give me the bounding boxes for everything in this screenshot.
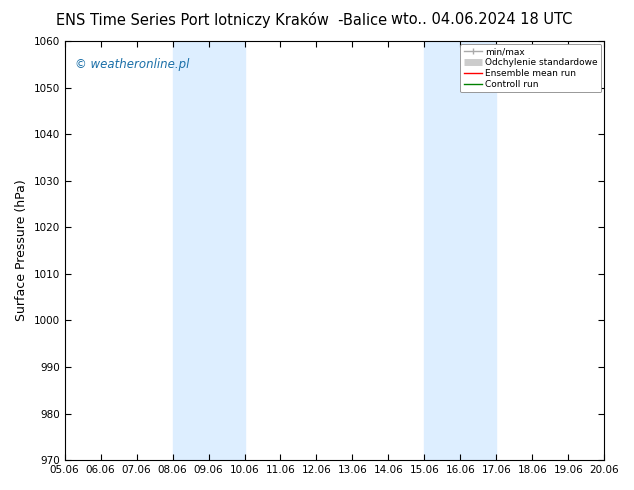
Text: wto.. 04.06.2024 18 UTC: wto.. 04.06.2024 18 UTC: [391, 12, 573, 27]
Text: © weatheronline.pl: © weatheronline.pl: [75, 58, 190, 71]
Bar: [172, 41, 245, 460]
Y-axis label: Surface Pressure (hPa): Surface Pressure (hPa): [15, 180, 28, 321]
Bar: [424, 41, 496, 460]
Legend: min/max, Odchylenie standardowe, Ensemble mean run, Controll run: min/max, Odchylenie standardowe, Ensembl…: [460, 44, 602, 93]
Text: ENS Time Series Port lotniczy Kraków  -Balice: ENS Time Series Port lotniczy Kraków -Ba…: [56, 12, 387, 28]
